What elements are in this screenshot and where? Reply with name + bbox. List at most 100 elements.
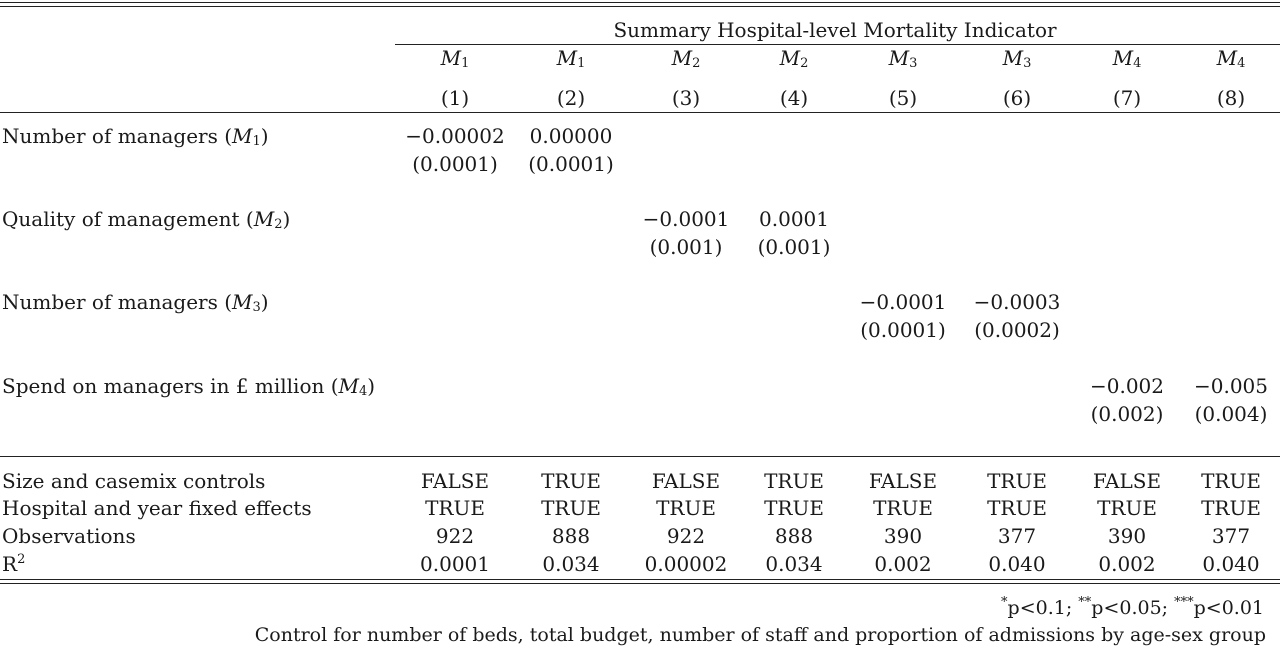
stat-value: FALSE <box>420 469 490 493</box>
stats-top-rule <box>0 456 1280 457</box>
stat-value: TRUE <box>425 496 485 520</box>
standard-error: (0.0001) <box>860 318 946 342</box>
model-number-header: (4) <box>779 86 809 110</box>
model-number-header: (5) <box>888 86 918 110</box>
stat-row-label-text: R <box>2 552 18 576</box>
standard-error: (0.0001) <box>412 152 498 176</box>
coef-row-label: Number of managers (M1) <box>2 124 269 148</box>
stat-row-label-text: Observations <box>2 524 136 548</box>
model-var-symbol: M <box>1112 46 1134 70</box>
coefficient-estimate: −0.00002 <box>405 124 505 148</box>
model-number-header: (7) <box>1112 86 1142 110</box>
stat-value: 0.002 <box>874 552 932 576</box>
coef-row-label-var: M <box>232 124 253 148</box>
coef-row-label-subscript: 3 <box>252 300 261 315</box>
model-var-header: M2 <box>780 46 809 70</box>
header-bottom-rule <box>0 112 1280 113</box>
coefficient-estimate: −0.0003 <box>973 290 1061 314</box>
model-var-symbol: M <box>779 46 801 70</box>
model-var-subscript: 4 <box>1237 56 1246 71</box>
stat-value: 377 <box>997 524 1037 548</box>
model-var-header: M3 <box>1003 46 1032 70</box>
coef-row-label-var: M <box>253 207 275 231</box>
coef-row-label-text: Number of managers ( <box>2 124 233 148</box>
coefficient-estimate: −0.005 <box>1193 374 1269 398</box>
coef-row-label-var: M <box>338 374 360 398</box>
stat-value: 0.002 <box>1098 552 1156 576</box>
stat-value: 922 <box>666 524 706 548</box>
model-var-symbol: M <box>1002 46 1024 70</box>
sig-3-text: p<0.01 <box>1193 597 1264 619</box>
stat-value: 0.00002 <box>644 552 728 576</box>
model-var-header: M2 <box>672 46 701 70</box>
coef-row-label: Number of managers (M3) <box>2 290 269 314</box>
top-rule-1 <box>0 2 1280 3</box>
stat-value: TRUE <box>1201 496 1261 520</box>
model-number-header: (1) <box>440 86 470 110</box>
stat-row-label: Observations <box>2 524 136 548</box>
standard-error: (0.004) <box>1194 402 1268 426</box>
stat-value: TRUE <box>541 496 601 520</box>
coef-row-label-var: M <box>232 290 253 314</box>
coef-row-label-close: ) <box>260 290 269 314</box>
coef-row-label: Spend on managers in £ million (M4) <box>2 374 375 398</box>
sig-2-stars: ** <box>1078 595 1092 610</box>
model-var-header: M4 <box>1113 46 1142 70</box>
standard-error: (0.001) <box>757 235 831 259</box>
model-var-header: M1 <box>441 46 470 70</box>
stat-value: 390 <box>1107 524 1147 548</box>
model-var-subscript: 3 <box>909 56 918 71</box>
stat-row-label-text: Size and casemix controls <box>2 469 266 493</box>
coefficient-estimate: −0.002 <box>1089 374 1165 398</box>
sig-2-text: p<0.05; <box>1091 597 1175 619</box>
standard-error: (0.002) <box>1090 402 1164 426</box>
coefficient-estimate: −0.0001 <box>859 290 947 314</box>
model-var-subscript: 4 <box>1133 56 1142 71</box>
stat-value: TRUE <box>987 496 1047 520</box>
stat-value: TRUE <box>987 469 1047 493</box>
stat-value: TRUE <box>1097 496 1157 520</box>
model-number-header: (3) <box>671 86 701 110</box>
coef-row-label-close: ) <box>282 207 291 231</box>
model-var-subscript: 1 <box>577 56 586 71</box>
model-var-subscript: 1 <box>461 56 470 71</box>
stat-value: 390 <box>883 524 923 548</box>
coef-row-label-subscript: 4 <box>359 384 368 399</box>
sig-1-text: p<0.1; <box>1007 597 1079 619</box>
bottom-rule-2 <box>0 583 1280 584</box>
stat-value: 922 <box>435 524 475 548</box>
stat-value: 0.040 <box>988 552 1046 576</box>
top-rule-2 <box>0 6 1280 7</box>
stat-value: FALSE <box>1092 469 1162 493</box>
stat-value: 888 <box>774 524 814 548</box>
stat-value: 0.0001 <box>420 552 490 576</box>
model-var-symbol: M <box>556 46 578 70</box>
model-var-subscript: 2 <box>692 56 701 71</box>
stat-value: TRUE <box>541 469 601 493</box>
standard-error: (0.0001) <box>528 152 614 176</box>
model-var-subscript: 3 <box>1023 56 1032 71</box>
bottom-rule-1 <box>0 579 1280 580</box>
stat-row-label-superscript: 2 <box>17 552 26 567</box>
model-var-symbol: M <box>1216 46 1238 70</box>
model-var-symbol: M <box>440 46 462 70</box>
model-var-symbol: M <box>671 46 693 70</box>
model-var-header: M4 <box>1217 46 1246 70</box>
stat-value: TRUE <box>1201 469 1261 493</box>
stat-value: TRUE <box>764 469 824 493</box>
coef-row-label-text: Quality of management ( <box>2 207 254 231</box>
coef-row-label: Quality of management (M2) <box>2 207 290 231</box>
coef-row-label-close: ) <box>367 374 376 398</box>
stat-value: 377 <box>1211 524 1251 548</box>
coef-row-label-subscript: 2 <box>274 217 283 232</box>
stat-value: FALSE <box>868 469 938 493</box>
stat-value: 888 <box>551 524 591 548</box>
header-span-rule <box>395 44 1280 45</box>
coefficient-estimate: 0.0001 <box>759 207 829 231</box>
stat-value: TRUE <box>656 496 716 520</box>
stat-value: 0.040 <box>1202 552 1260 576</box>
stat-row-label: Hospital and year fixed effects <box>2 496 312 520</box>
standard-error: (0.001) <box>649 235 723 259</box>
model-number-header: (8) <box>1216 86 1246 110</box>
